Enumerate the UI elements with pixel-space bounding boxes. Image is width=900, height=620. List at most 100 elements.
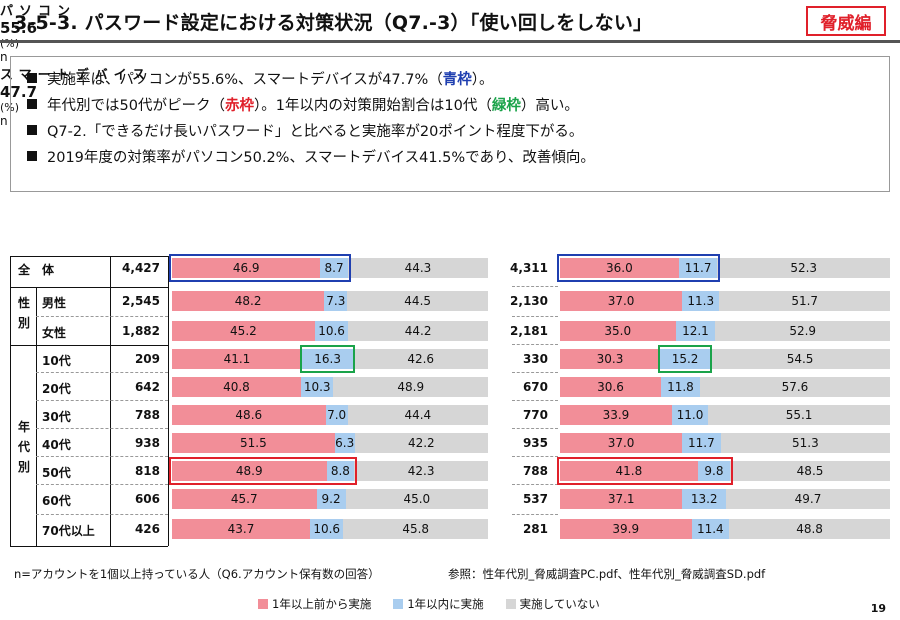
bar-within-1yr: 7.0	[325, 405, 348, 425]
bar-row: 39.9 11.4 48.8	[560, 519, 890, 539]
bar-before-1yr: 48.2	[172, 291, 325, 311]
bar-row: 43.7 10.6 45.8	[172, 519, 488, 539]
summary-text: 実施率は、パソコンが55.6%、スマートデバイスが47.7%（	[47, 72, 443, 88]
row-label: 30代	[42, 410, 71, 424]
bar-within-1yr: 12.1	[675, 321, 716, 341]
highlight-box-blue	[557, 254, 721, 282]
n-value: 426	[134, 522, 160, 536]
row-divider	[36, 484, 168, 485]
legend-swatch	[258, 599, 268, 609]
summary-line: Q7-2.「できるだけ長いパスワード」と比べると実施率が20ポイント程度下がる。	[23, 119, 877, 145]
bar-within-1yr: 11.3	[682, 291, 720, 311]
bar-before-1yr: 30.6	[560, 377, 661, 397]
n-value: 2,545	[122, 294, 160, 308]
n-value: 938	[134, 436, 160, 450]
bar-within-1yr: 13.2	[682, 489, 726, 509]
bar-not-implemented: 45.8	[343, 519, 488, 539]
total-implementation-rate: 47.7	[0, 83, 38, 101]
table-col-divider	[110, 256, 111, 546]
row-label: 50代	[42, 466, 71, 480]
row-divider	[512, 286, 558, 287]
bar-within-1yr: 8.7	[320, 258, 348, 278]
bar-before-1yr: 51.5	[172, 433, 335, 453]
bullet-square-icon	[27, 73, 37, 83]
highlight-box-red	[557, 457, 734, 485]
bar-not-implemented: 44.5	[347, 291, 488, 311]
n-value: 2,181	[510, 324, 548, 338]
bullet-square-icon	[27, 125, 37, 135]
bar-before-1yr: 48.9	[172, 461, 327, 481]
bar-row: 36.0 11.7 52.3	[560, 258, 890, 278]
bar-before-1yr: 48.6	[172, 405, 326, 425]
bar-not-implemented: 45.0	[345, 489, 488, 509]
row-label: 女性	[42, 326, 67, 340]
bar-row: 30.6 11.8 57.6	[560, 377, 890, 397]
bullet-square-icon	[27, 151, 37, 161]
bar-row: 48.9 8.8 42.3	[172, 461, 488, 481]
group-label-age: 代	[18, 440, 31, 454]
n-header: n	[0, 50, 8, 64]
n-value: 670	[522, 380, 548, 394]
n-value: 209	[134, 352, 160, 366]
row-divider	[512, 372, 558, 373]
bar-row: 51.5 6.3 42.2	[172, 433, 488, 453]
bar-within-1yr: 10.6	[309, 519, 344, 539]
group-label-age: 別	[18, 460, 31, 474]
n-value: 330	[522, 352, 548, 366]
row-label-overall: 全 体	[18, 263, 55, 277]
group-divider	[10, 287, 168, 288]
bar-not-implemented: 44.3	[347, 258, 488, 278]
n-value: 642	[134, 380, 160, 394]
n-value: 1,882	[122, 324, 160, 338]
bar-within-1yr: 9.8	[697, 461, 731, 481]
legend-item: 1年以上前から実施	[258, 596, 371, 612]
summary-text: ）。1年以内の対策開始割合は10代（	[253, 98, 492, 114]
row-label: 男性	[42, 296, 67, 310]
n-value: 770	[522, 408, 548, 422]
legend-swatch	[505, 599, 516, 609]
table-border-bottom	[10, 546, 168, 547]
highlight-box-green	[299, 345, 356, 373]
group-divider	[10, 345, 168, 346]
bar-not-implemented: 44.4	[347, 405, 488, 425]
n-value: 537	[522, 492, 548, 506]
bar-within-1yr: 11.7	[678, 258, 718, 278]
row-divider	[512, 514, 558, 515]
row-divider	[512, 484, 558, 485]
bar-not-implemented: 52.3	[717, 258, 890, 278]
bar-not-implemented: 55.1	[708, 405, 890, 425]
legend-swatch	[393, 599, 404, 609]
bar-row: 48.2 7.3 44.5	[172, 291, 488, 311]
legend-label: 1年以上前から実施	[272, 597, 372, 611]
bar-within-1yr: 8.8	[326, 461, 355, 481]
charts-area: 全 体性別年代別男性 女性 10代 20代 30代 40代 50代 60代 70代以上 パソコン 5…	[0, 0, 900, 547]
group-col-divider	[36, 287, 37, 546]
bar-within-1yr: 15.2	[659, 349, 711, 369]
highlight-box-green	[657, 345, 713, 373]
bar-before-1yr: 45.2	[172, 321, 315, 341]
summary-text: ）高い。	[520, 98, 579, 114]
table-border-left	[10, 256, 11, 546]
bar-row: 37.0 11.7 51.3	[560, 433, 890, 453]
n-value: 788	[522, 464, 548, 478]
n-value: 4,311	[510, 261, 548, 275]
bar-before-1yr: 33.9	[560, 405, 672, 425]
row-divider	[512, 456, 558, 457]
bar-within-1yr: 16.3	[301, 349, 354, 369]
group-label-gender: 性	[18, 296, 31, 310]
n-value: 935	[522, 436, 548, 450]
bar-before-1yr: 37.1	[560, 489, 683, 509]
percent-unit: (%)	[0, 37, 20, 50]
bar-before-1yr: 35.0	[560, 321, 676, 341]
summary-line: 実施率は、パソコンが55.6%、スマートデバイスが47.7%（青枠）。	[23, 67, 877, 93]
row-divider	[512, 316, 558, 317]
row-divider	[36, 428, 168, 429]
group-label-age: 年	[18, 420, 31, 434]
legend-label: 1年以内に実施	[407, 597, 484, 611]
legend-label: 実施していない	[519, 597, 600, 611]
bar-before-1yr: 46.9	[172, 258, 321, 278]
bar-within-1yr: 6.3	[334, 433, 355, 453]
bar-row: 41.1 16.3 42.6	[172, 349, 488, 369]
title-rule	[0, 40, 900, 43]
summary-line: 年代別では50代がピーク（赤枠）。1年以内の対策開始割合は10代（緑枠）高い。	[23, 93, 877, 119]
